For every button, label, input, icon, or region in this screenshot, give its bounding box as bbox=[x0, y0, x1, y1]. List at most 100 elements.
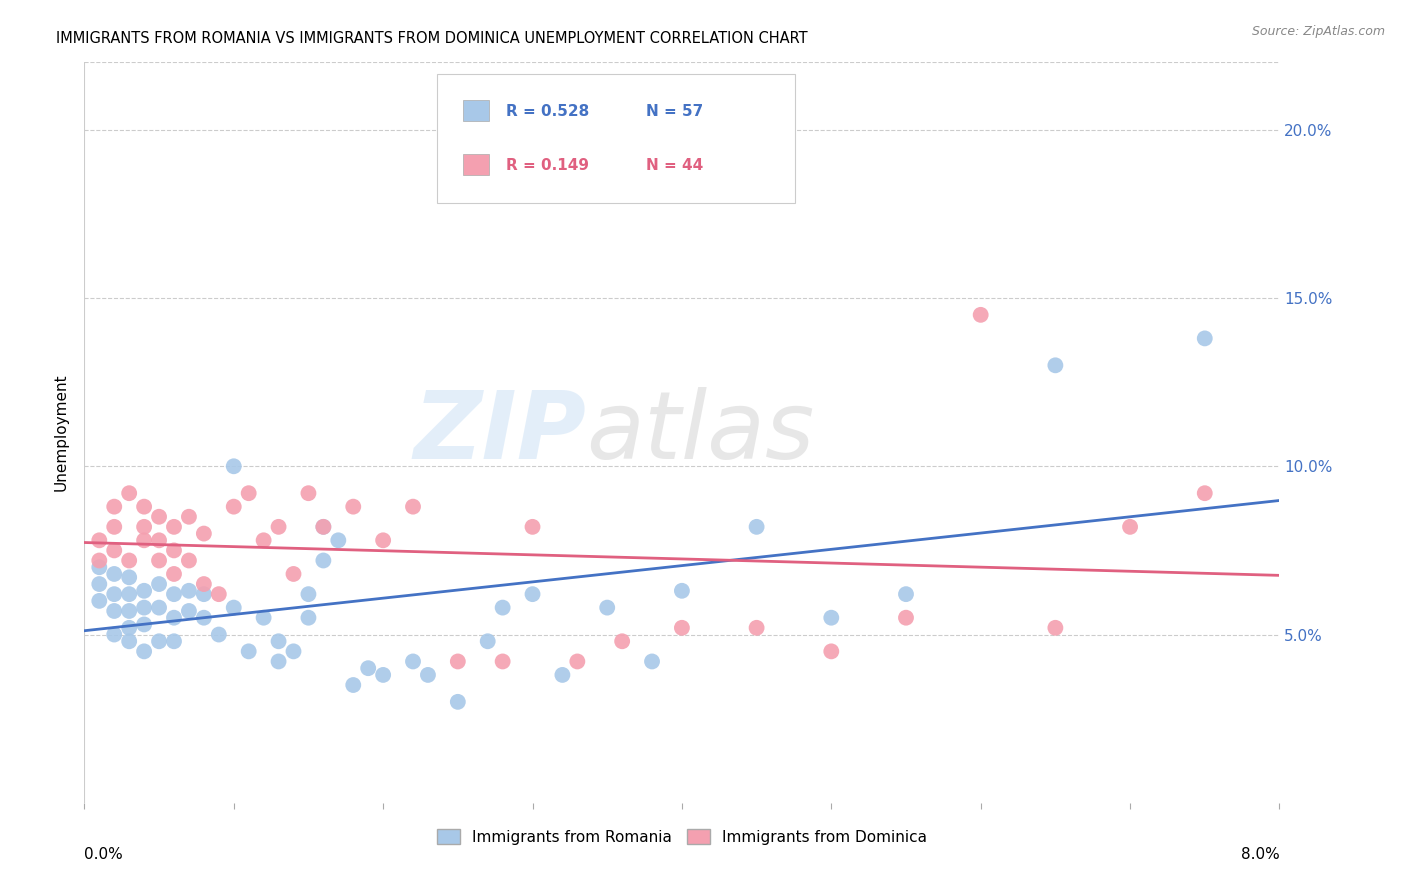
Text: atlas: atlas bbox=[586, 387, 814, 478]
FancyBboxPatch shape bbox=[463, 100, 489, 121]
Point bbox=[328, 533, 350, 548]
Point bbox=[238, 644, 260, 658]
Point bbox=[416, 668, 439, 682]
Text: R = 0.528: R = 0.528 bbox=[506, 104, 589, 119]
Point bbox=[118, 486, 141, 500]
Point bbox=[132, 520, 156, 534]
Point bbox=[103, 587, 125, 601]
Text: ZIP: ZIP bbox=[413, 386, 586, 479]
FancyBboxPatch shape bbox=[463, 154, 489, 175]
Point bbox=[208, 627, 231, 641]
Point bbox=[177, 553, 200, 567]
Point bbox=[297, 587, 319, 601]
Point bbox=[357, 661, 380, 675]
Text: 0.0%: 0.0% bbox=[84, 847, 124, 862]
Point bbox=[177, 583, 200, 598]
Point bbox=[373, 668, 395, 682]
Point bbox=[312, 520, 335, 534]
Point bbox=[118, 621, 141, 635]
Point bbox=[612, 634, 634, 648]
Point bbox=[820, 644, 842, 658]
Point bbox=[132, 617, 156, 632]
Point bbox=[148, 600, 170, 615]
Point bbox=[103, 520, 125, 534]
Point bbox=[671, 583, 693, 598]
Point bbox=[103, 543, 125, 558]
Point bbox=[163, 634, 186, 648]
Point bbox=[522, 587, 544, 601]
Point bbox=[132, 500, 156, 514]
Point bbox=[132, 583, 156, 598]
Point bbox=[297, 610, 319, 624]
Point bbox=[267, 520, 290, 534]
Point bbox=[193, 610, 215, 624]
Point bbox=[1119, 520, 1142, 534]
Point bbox=[253, 533, 276, 548]
Point bbox=[477, 634, 499, 648]
Point bbox=[132, 533, 156, 548]
Point bbox=[745, 520, 768, 534]
Point bbox=[177, 509, 200, 524]
Point bbox=[118, 634, 141, 648]
Point bbox=[820, 610, 842, 624]
Point bbox=[551, 668, 574, 682]
Point bbox=[163, 520, 186, 534]
Point bbox=[103, 604, 125, 618]
Point bbox=[492, 600, 515, 615]
Point bbox=[342, 678, 364, 692]
Point bbox=[267, 655, 290, 669]
Point bbox=[253, 610, 276, 624]
Point bbox=[402, 500, 425, 514]
Point bbox=[89, 553, 111, 567]
Text: Source: ZipAtlas.com: Source: ZipAtlas.com bbox=[1251, 25, 1385, 38]
Point bbox=[267, 634, 290, 648]
Point bbox=[283, 566, 305, 581]
Point bbox=[148, 634, 170, 648]
Point bbox=[118, 604, 141, 618]
Point bbox=[342, 500, 364, 514]
Point bbox=[193, 587, 215, 601]
Point bbox=[163, 543, 186, 558]
Point bbox=[118, 587, 141, 601]
Point bbox=[238, 486, 260, 500]
Point bbox=[148, 509, 170, 524]
Point bbox=[148, 553, 170, 567]
Point bbox=[745, 621, 768, 635]
Point bbox=[222, 459, 245, 474]
Point bbox=[492, 655, 515, 669]
Point bbox=[89, 577, 111, 591]
FancyBboxPatch shape bbox=[437, 73, 796, 203]
Point bbox=[163, 587, 186, 601]
Point bbox=[671, 621, 693, 635]
Point bbox=[894, 587, 917, 601]
Point bbox=[193, 577, 215, 591]
Point bbox=[1045, 359, 1067, 373]
Point bbox=[132, 644, 156, 658]
Point bbox=[148, 577, 170, 591]
Point bbox=[567, 655, 589, 669]
Point bbox=[148, 533, 170, 548]
Point bbox=[1045, 621, 1067, 635]
Point bbox=[1194, 486, 1216, 500]
Point bbox=[163, 566, 186, 581]
Point bbox=[89, 533, 111, 548]
Point bbox=[89, 560, 111, 574]
Point bbox=[103, 500, 125, 514]
Point bbox=[177, 604, 200, 618]
Point bbox=[222, 600, 245, 615]
Point bbox=[132, 600, 156, 615]
Point bbox=[312, 553, 335, 567]
Point bbox=[118, 553, 141, 567]
Point bbox=[89, 594, 111, 608]
Point bbox=[193, 526, 215, 541]
Text: N = 57: N = 57 bbox=[647, 104, 703, 119]
Point bbox=[447, 655, 470, 669]
Legend: Immigrants from Romania, Immigrants from Dominica: Immigrants from Romania, Immigrants from… bbox=[430, 822, 934, 851]
Text: IMMIGRANTS FROM ROMANIA VS IMMIGRANTS FROM DOMINICA UNEMPLOYMENT CORRELATION CHA: IMMIGRANTS FROM ROMANIA VS IMMIGRANTS FR… bbox=[56, 31, 808, 46]
Text: 8.0%: 8.0% bbox=[1240, 847, 1279, 862]
Point bbox=[373, 533, 395, 548]
Point bbox=[402, 655, 425, 669]
Point bbox=[222, 500, 245, 514]
Point bbox=[1194, 331, 1216, 345]
Point bbox=[103, 566, 125, 581]
